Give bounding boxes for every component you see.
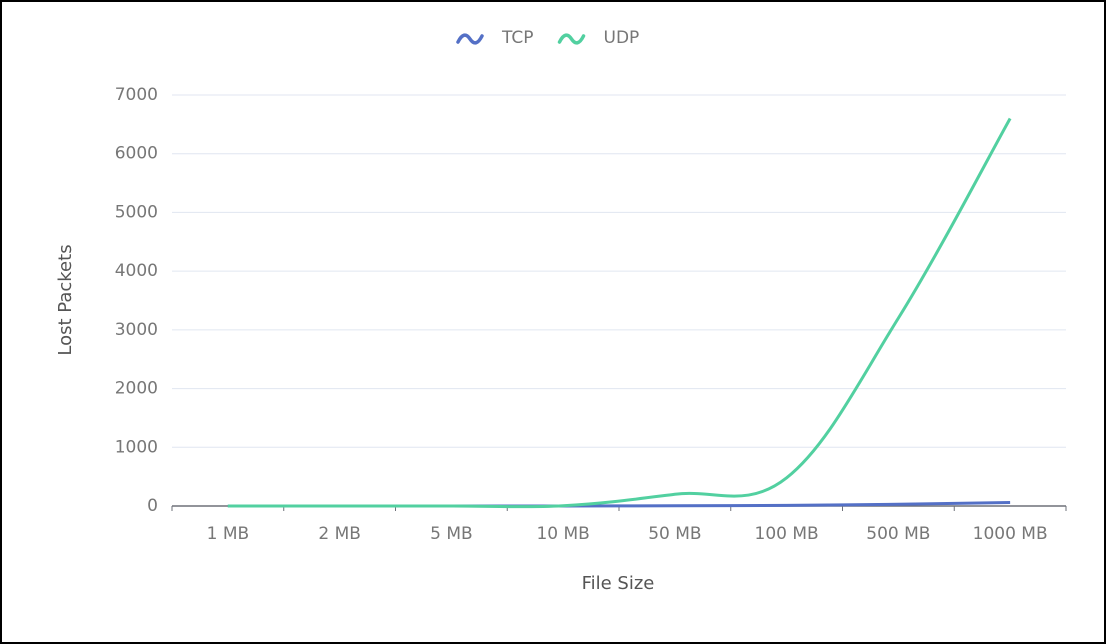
x-tick-label: 1 MB <box>207 524 250 544</box>
x-axis-title: File Size <box>582 573 655 594</box>
legend-icon <box>456 33 484 45</box>
x-tick-label: 10 MB <box>536 524 589 544</box>
x-tick-label: 2 MB <box>318 524 361 544</box>
y-tick-label: 1000 <box>115 437 158 457</box>
y-tick-label: 6000 <box>115 144 158 164</box>
y-axis-title: Lost Packets <box>55 244 76 355</box>
x-tick-label: 100 MB <box>755 524 819 544</box>
legend-label: TCP <box>501 28 534 48</box>
y-tick-label: 3000 <box>115 320 158 340</box>
legend-icon <box>557 33 586 45</box>
y-tick-label: 5000 <box>115 202 158 222</box>
y-tick-label: 0 <box>147 496 158 516</box>
x-tick-label: 50 MB <box>648 524 701 544</box>
y-tick-label: 2000 <box>115 379 158 399</box>
line <box>227 117 1012 509</box>
x-tick-label: 500 MB <box>866 524 930 544</box>
y-tick-label: 7000 <box>115 85 158 105</box>
x-tick-label: 1000 MB <box>973 524 1048 544</box>
x-tick-label: 5 MB <box>430 524 473 544</box>
legend-label: UDP <box>604 28 640 48</box>
y-tick-label: 4000 <box>115 261 158 281</box>
